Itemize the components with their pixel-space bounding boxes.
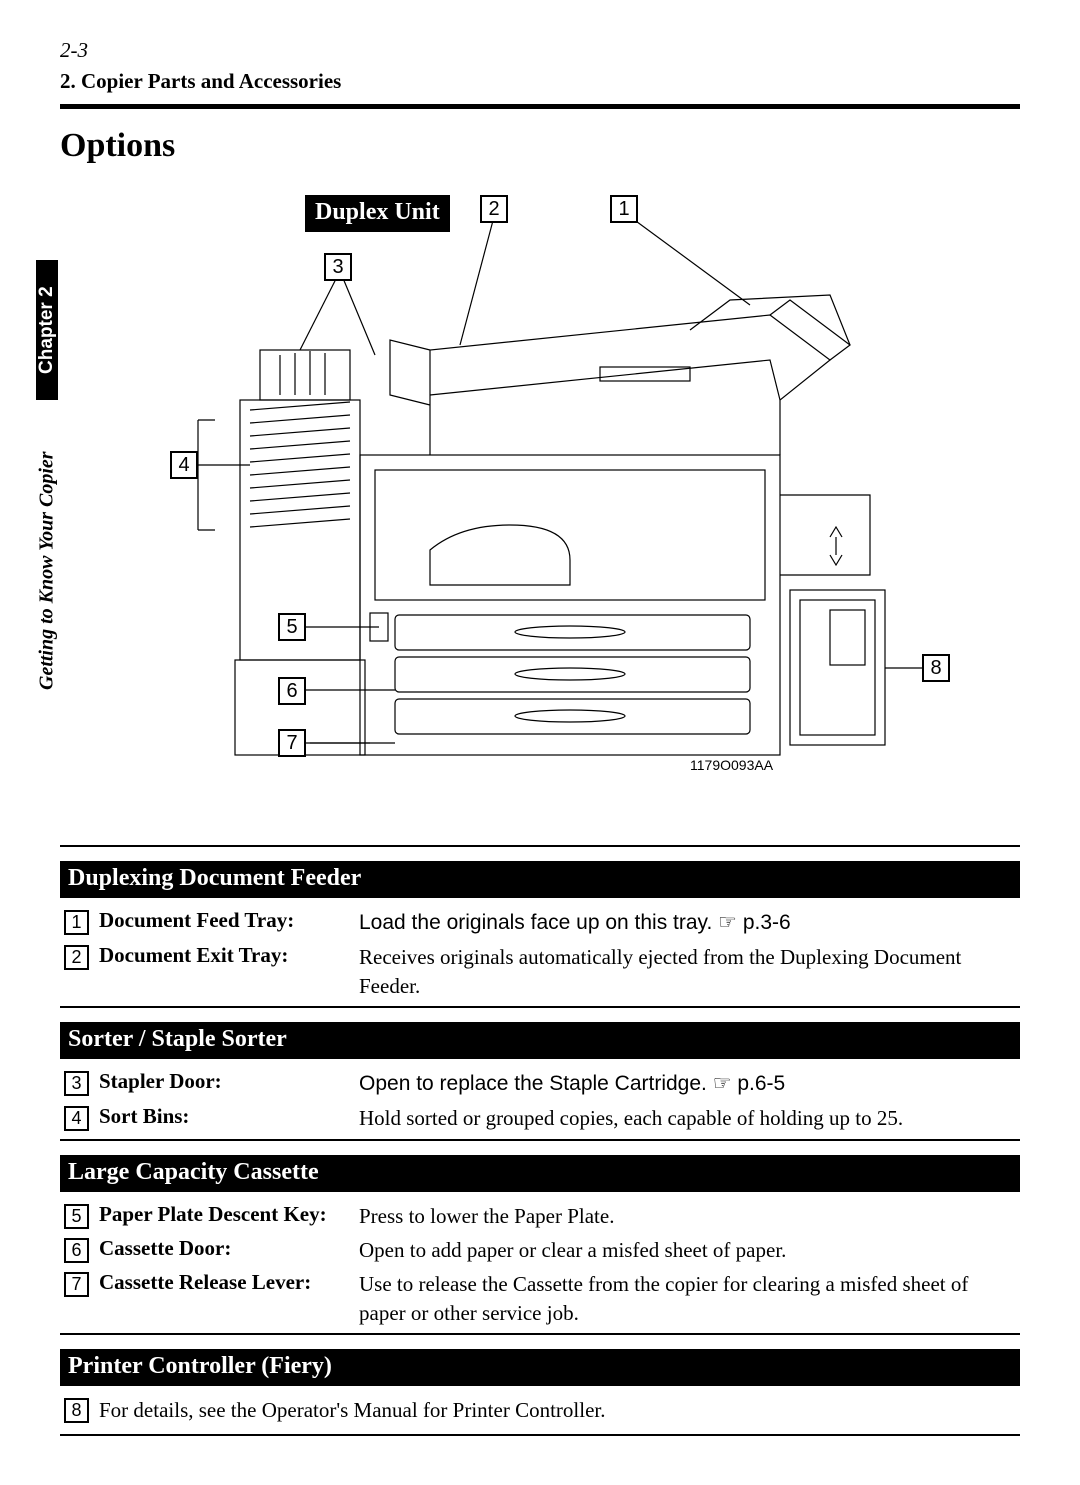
item-number: 6 xyxy=(64,1238,89,1263)
item-desc: For details, see the Operator's Manual f… xyxy=(99,1396,1020,1424)
item-label: Document Exit Tray: xyxy=(99,943,359,968)
section-header-fiery: Printer Controller (Fiery) xyxy=(60,1349,1020,1386)
table-row: 5 Paper Plate Descent Key: Press to lowe… xyxy=(64,1202,1020,1230)
item-label: Document Feed Tray: xyxy=(99,908,359,933)
item-number: 2 xyxy=(64,945,89,970)
table-row: 1 Document Feed Tray: Load the originals… xyxy=(64,908,1020,937)
callout-8: 8 xyxy=(922,654,950,682)
callout-6: 6 xyxy=(278,677,306,705)
chapter-title: 2. Copier Parts and Accessories xyxy=(60,69,1020,94)
item-label: Paper Plate Descent Key: xyxy=(99,1202,359,1227)
callout-1: 1 xyxy=(610,195,638,223)
copier-illustration xyxy=(130,195,950,815)
table-row: 2 Document Exit Tray: Receives originals… xyxy=(64,943,1020,1000)
item-desc: Use to release the Cassette from the cop… xyxy=(359,1270,1020,1327)
separator xyxy=(60,1434,1020,1436)
callout-3: 3 xyxy=(324,253,352,281)
table-row: 7 Cassette Release Lever: Use to release… xyxy=(64,1270,1020,1327)
item-number: 8 xyxy=(64,1398,89,1423)
item-label: Cassette Door: xyxy=(99,1236,359,1261)
table-row: 8 For details, see the Operator's Manual… xyxy=(64,1396,1020,1424)
item-desc: Open to replace the Staple Cartridge. ☞ … xyxy=(359,1069,1020,1098)
item-label: Sort Bins: xyxy=(99,1104,359,1129)
item-number: 7 xyxy=(64,1272,89,1297)
separator xyxy=(60,1006,1020,1008)
item-desc: Hold sorted or grouped copies, each capa… xyxy=(359,1104,1020,1132)
item-desc: Receives originals automatically ejected… xyxy=(359,943,1020,1000)
callout-4: 4 xyxy=(170,451,198,479)
item-number: 3 xyxy=(64,1071,89,1096)
item-number: 5 xyxy=(64,1204,89,1229)
page-number: 2-3 xyxy=(60,38,1020,63)
side-tab: Chapter 2 Getting to Know Your Copier xyxy=(30,260,64,690)
callout-7: 7 xyxy=(278,729,306,757)
item-number: 4 xyxy=(64,1106,89,1131)
item-number: 1 xyxy=(64,910,89,935)
options-heading: Options xyxy=(60,127,1020,165)
copier-diagram: Duplex Unit xyxy=(130,195,950,815)
callout-2: 2 xyxy=(480,195,508,223)
section-header-duplexing: Duplexing Document Feeder xyxy=(60,861,1020,898)
side-tab-section: Getting to Know Your Copier xyxy=(30,420,64,690)
table-row: 6 Cassette Door: Open to add paper or cl… xyxy=(64,1236,1020,1264)
item-desc: Press to lower the Paper Plate. xyxy=(359,1202,1020,1230)
section-header-cassette: Large Capacity Cassette xyxy=(60,1155,1020,1192)
item-desc: Open to add paper or clear a misfed shee… xyxy=(359,1236,1020,1264)
table-row: 4 Sort Bins: Hold sorted or grouped copi… xyxy=(64,1104,1020,1132)
header-rule xyxy=(60,104,1020,109)
section-header-sorter: Sorter / Staple Sorter xyxy=(60,1022,1020,1059)
separator xyxy=(60,1139,1020,1141)
image-ref-code: 1179O093AA xyxy=(690,757,773,773)
separator xyxy=(60,845,1020,847)
table-row: 3 Stapler Door: Open to replace the Stap… xyxy=(64,1069,1020,1098)
callout-5: 5 xyxy=(278,613,306,641)
side-tab-chapter: Chapter 2 xyxy=(30,260,64,400)
item-label: Stapler Door: xyxy=(99,1069,359,1094)
item-label: Cassette Release Lever: xyxy=(99,1270,359,1295)
item-desc: Load the originals face up on this tray.… xyxy=(359,908,1020,937)
separator xyxy=(60,1333,1020,1335)
